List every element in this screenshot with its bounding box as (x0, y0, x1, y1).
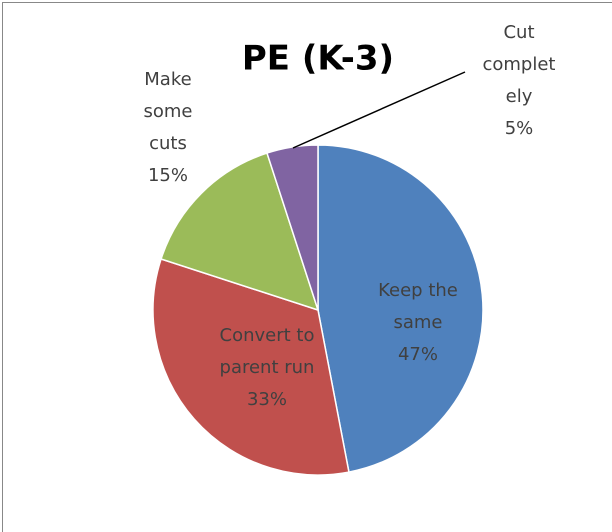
value-label: 33% (246, 389, 287, 410)
pie-slice (160, 152, 320, 312)
slice-label: Convert to parent run 33% (207, 320, 327, 416)
slice-label: Make some cuts 15% (126, 64, 210, 192)
category-label: Cut completely (482, 22, 556, 107)
slice-label: Cut completely 5% (469, 17, 569, 145)
category-label: Convert to parent run (219, 325, 315, 378)
chart-title: PE (K-3) (242, 39, 394, 79)
pie-slice (266, 144, 319, 311)
category-label: Keep the same (378, 280, 458, 333)
pie-slice (152, 258, 350, 476)
slice-label: Keep the same 47% (358, 275, 478, 371)
value-label: 47% (397, 344, 438, 365)
category-label: Make some cuts (143, 69, 193, 154)
leader-line (292, 71, 466, 149)
pie-slice (317, 144, 484, 473)
value-label: 5% (504, 118, 534, 139)
value-label: 15% (147, 165, 188, 186)
